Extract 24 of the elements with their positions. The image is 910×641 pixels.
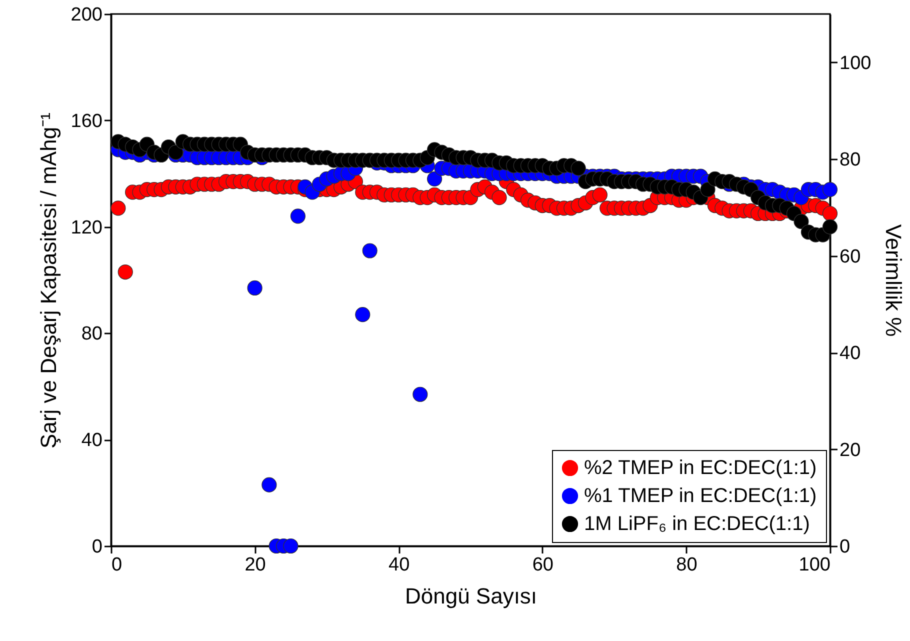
y2-tick-label: 60 (840, 246, 861, 268)
x-tick-label: 40 (388, 554, 410, 576)
x-tick-label: 20 (244, 554, 266, 576)
y-tick-label: 160 (70, 110, 102, 132)
legend-label: %1 TMEP in EC:DEC(1:1) (584, 485, 817, 507)
y-tick-label: 200 (70, 4, 102, 26)
y-tick-label: 0 (92, 536, 102, 558)
x-tick-label: 60 (532, 554, 554, 576)
legend-label: %2 TMEP in EC:DEC(1:1) (584, 457, 817, 479)
y2-tick-label: 80 (840, 150, 861, 171)
x-tick-label: 0 (112, 554, 122, 576)
x-tick-label: 80 (676, 554, 698, 576)
x-tick-label: 100 (798, 554, 830, 576)
legend-label: 1M LiPF₆ in EC:DEC(1:1) (584, 513, 810, 535)
y-tick-label: 120 (70, 217, 102, 238)
y2-tick-label: 0 (840, 536, 850, 558)
y2-tick-label: 20 (840, 440, 861, 461)
y2-tick-label: 100 (840, 52, 872, 74)
y-tick-label: 40 (81, 430, 102, 452)
x-axis-title: Döngü Sayısı (404, 584, 538, 608)
y-tick-label: 80 (81, 324, 102, 345)
y2-axis-title: Verimlilik % (881, 224, 906, 337)
y2-tick-label: 40 (840, 343, 861, 364)
y-axis-title: Şarj ve Deşarj Kapasitesi / mAhg⁻¹ (36, 112, 61, 448)
